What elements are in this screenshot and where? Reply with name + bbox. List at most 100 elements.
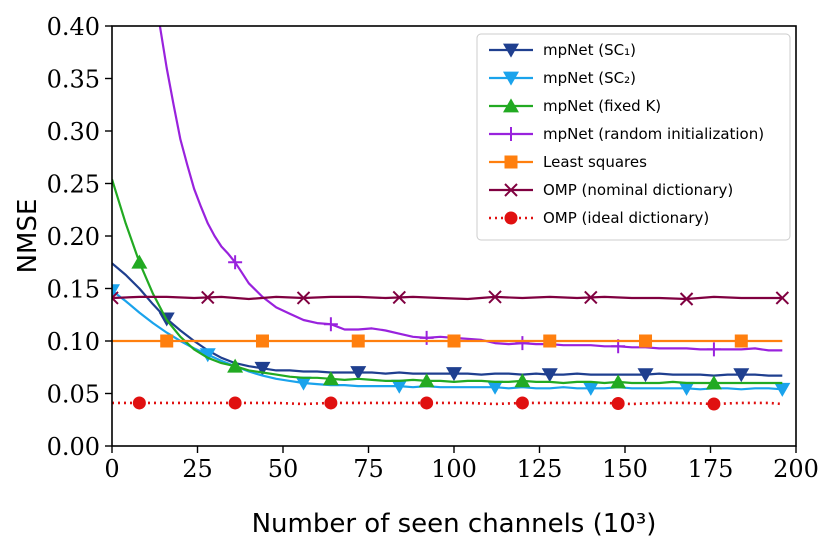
axis-layer: 0 25 50 75 100 125 150 175 200 0.00 0.05 0.10 0.15 0.…: [47, 13, 819, 483]
y-tick-label-6: 0.30: [47, 118, 100, 146]
series-0-marker-6: [733, 368, 750, 383]
series-3-marker-1: [323, 317, 338, 332]
series-5-marker-7: [775, 291, 790, 305]
series-0-marker-2: [350, 366, 367, 381]
series-1-marker-4: [487, 380, 504, 395]
series-4-marker-6: [734, 334, 748, 348]
x-tick-label-7: 175: [688, 455, 734, 483]
legend-label-5: OMP (nominal dictionary): [543, 181, 733, 199]
series-6-marker-3: [420, 396, 434, 410]
series-4-marker-3: [447, 334, 461, 348]
series-line-5: [112, 295, 783, 301]
legend-label-6: OMP (ideal dictionary): [543, 209, 709, 227]
y-tick-label-5: 0.25: [47, 171, 100, 199]
series-5-marker-6: [679, 292, 694, 306]
y-tick-label-8: 0.40: [47, 13, 100, 41]
x-tick-label-0: 0: [104, 455, 119, 483]
series-0-marker-1: [254, 361, 271, 376]
series-0: [112, 262, 783, 383]
legend: mpNet (SC₁) mpNet (SC₂) mpNet (fixed K) mpN…: [476, 33, 791, 241]
series-3-marker-5: [706, 342, 721, 357]
series-6-marker-0: [132, 396, 146, 410]
legend-label-1: mpNet (SC₂): [543, 69, 636, 87]
series-0-marker-4: [541, 368, 558, 383]
x-tick-label-2: 50: [268, 455, 299, 483]
series-5-marker-0: [112, 291, 119, 305]
series-5-marker-5: [584, 290, 598, 305]
legend-marker-6: [504, 211, 518, 225]
legend-marker-3: [504, 127, 518, 141]
series-4-marker-1: [255, 334, 269, 348]
y-tick-label-1: 0.05: [47, 381, 100, 409]
legend-label-0: mpNet (SC₁): [543, 41, 636, 59]
series-line-1: [112, 289, 783, 391]
legend-label-3: mpNet (random initialization): [543, 125, 764, 143]
series-6-marker-6: [707, 397, 721, 411]
legend-box: [476, 33, 791, 241]
y-tick-label-0: 0.00: [47, 433, 100, 461]
series-6-marker-4: [515, 396, 529, 410]
series-4-marker-0: [160, 334, 174, 348]
series-6-marker-1: [228, 396, 242, 410]
legend-label-4: Least squares: [543, 153, 647, 171]
x-tick-label-1: 25: [182, 455, 213, 483]
series-3: [158, 26, 783, 357]
y-tick-label-3: 0.15: [47, 276, 100, 304]
legend-label-2: mpNet (fixed K): [543, 97, 661, 115]
series-1-marker-6: [678, 381, 695, 396]
series-6-marker-5: [611, 396, 625, 410]
series-2-marker-6: [705, 375, 722, 390]
series-6: [112, 396, 783, 411]
legend-marker-4: [504, 155, 518, 169]
series-1-marker-3: [391, 379, 408, 394]
series-2-marker-5: [610, 374, 627, 389]
series-3-marker-2: [419, 330, 434, 345]
y-tick-label-2: 0.10: [47, 328, 100, 356]
x-tick-label-8: 200: [773, 455, 819, 483]
x-tick-label-4: 100: [431, 455, 477, 483]
series-2-marker-4: [514, 373, 531, 388]
series-3-marker-3: [515, 336, 530, 351]
series-0-marker-3: [446, 367, 462, 382]
series-6-marker-2: [324, 396, 338, 410]
series-5-marker-2: [296, 291, 311, 305]
series-line-6: [112, 401, 783, 406]
series-4-marker-4: [543, 334, 557, 348]
series-line-0: [112, 262, 783, 377]
x-tick-label-5: 125: [517, 455, 563, 483]
series-5: [112, 290, 790, 306]
series-2-marker-1: [227, 358, 244, 373]
series-layer: [112, 26, 791, 411]
series-2-marker-2: [322, 371, 339, 386]
series-2: [112, 178, 783, 390]
series-5-marker-1: [201, 290, 215, 305]
legend-entry-0: mpNet (SC₁): [489, 41, 636, 59]
series-1-marker-7: [774, 382, 791, 397]
legend-entry-4: Least squares: [489, 153, 647, 171]
legend-entry-3: mpNet (random initialization): [489, 125, 764, 143]
legend-marker-1: [503, 71, 519, 86]
legend-entry-5: OMP (nominal dictionary): [489, 181, 733, 199]
series-3-marker-0: [228, 255, 243, 270]
series-4-marker-5: [639, 334, 653, 348]
y-axis-label: NMSE: [13, 199, 43, 274]
legend-marker-2: [503, 98, 519, 113]
series-4: [112, 334, 783, 348]
series-2-marker-0: [131, 254, 148, 269]
y-tick-label-4: 0.20: [47, 223, 100, 251]
series-1-marker-2: [295, 376, 312, 391]
y-tick-label-7: 0.35: [47, 66, 100, 94]
series-5-marker-3: [392, 290, 406, 305]
legend-entry-1: mpNet (SC₂): [489, 69, 636, 87]
legend-marker-5: [504, 183, 518, 197]
x-tick-label-3: 75: [353, 455, 384, 483]
series-line-2: [112, 178, 783, 385]
series-5-marker-4: [488, 290, 502, 304]
x-axis-label: Number of seen channels (10³): [252, 509, 657, 539]
legend-marker-0: [503, 43, 519, 58]
series-4-marker-2: [351, 334, 365, 348]
x-tick-label-6: 150: [602, 455, 648, 483]
series-0-marker-5: [637, 368, 654, 383]
legend-entry-2: mpNet (fixed K): [489, 97, 661, 115]
